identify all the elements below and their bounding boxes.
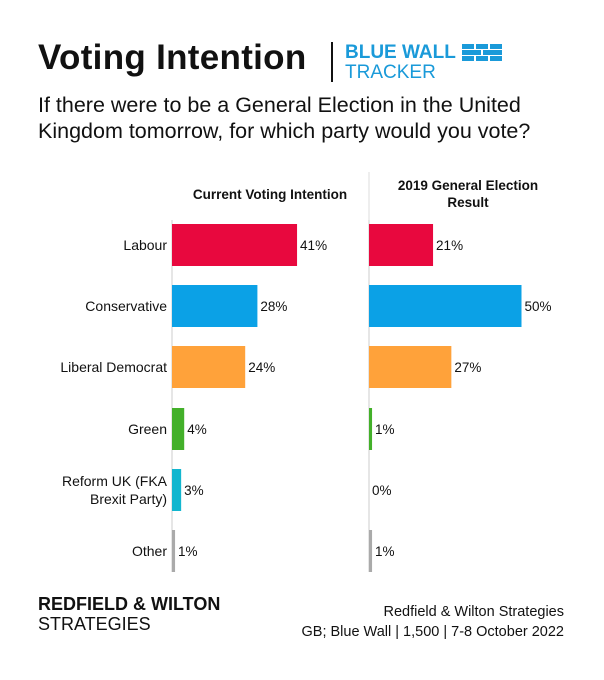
source-line2: GB; Blue Wall | 1,500 | 7-8 October 2022 (301, 624, 565, 640)
brick-wall-icon (462, 44, 502, 61)
bar-0-2 (172, 346, 246, 388)
bar-1-3 (369, 408, 373, 450)
logo-line2: TRACKER (345, 62, 436, 83)
category-label: Labour (123, 237, 167, 253)
data-label: 50% (525, 299, 552, 314)
bar-1-1 (369, 285, 522, 327)
bar-0-0 (172, 224, 298, 266)
data-label: 21% (436, 238, 463, 253)
data-label: 1% (375, 544, 395, 559)
series-header: 2019 General Election (398, 178, 538, 193)
data-label: 4% (187, 422, 207, 437)
source-line1: Redfield & Wilton Strategies (383, 604, 564, 620)
data-label: 41% (300, 238, 327, 253)
bar-0-5 (172, 530, 176, 572)
series-header: Current Voting Intention (193, 187, 347, 202)
bar-0-3 (172, 408, 185, 450)
data-label: 0% (372, 483, 392, 498)
category-label: Brexit Party) (90, 491, 167, 507)
category-label: Other (132, 543, 167, 559)
category-label: Green (128, 421, 167, 437)
category-label: Liberal Democrat (60, 359, 167, 375)
survey-question: If there were to be a General Election i… (38, 93, 531, 143)
data-label: 27% (454, 360, 481, 375)
data-label: 1% (178, 544, 198, 559)
category-label: Conservative (85, 298, 167, 314)
data-label: 3% (184, 483, 204, 498)
source-note: Redfield & Wilton Strategies GB; Blue Wa… (302, 602, 565, 642)
brand-line1: REDFIELD & WILTON (38, 594, 221, 614)
title-divider (331, 42, 333, 82)
data-label: 24% (248, 360, 275, 375)
data-label: 28% (260, 299, 287, 314)
bar-1-2 (369, 346, 452, 388)
series-header: Result (447, 195, 489, 210)
bar-1-5 (369, 530, 373, 572)
logo-line1: BLUE WALL (345, 42, 456, 63)
data-label: 1% (375, 422, 395, 437)
category-label: Reform UK (FKA (62, 473, 168, 489)
brand-line2: STRATEGIES (38, 614, 151, 634)
bar-0-4 (172, 469, 182, 511)
bar-1-0 (369, 224, 434, 266)
page-title: Voting Intention (38, 38, 307, 77)
bar-0-1 (172, 285, 258, 327)
